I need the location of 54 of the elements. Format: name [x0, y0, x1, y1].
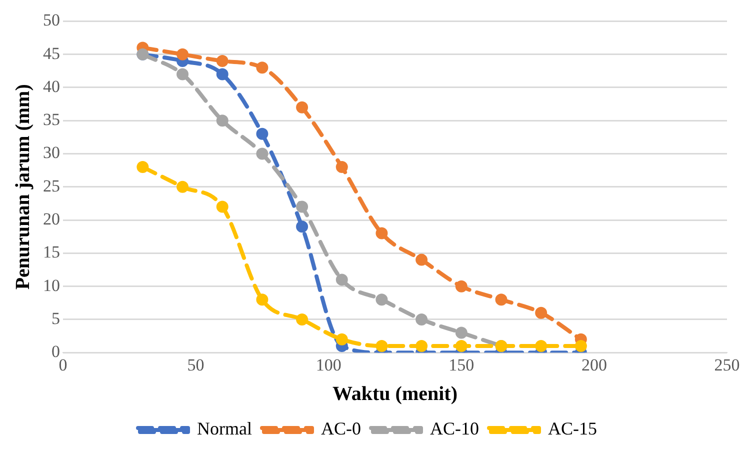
point — [296, 200, 308, 213]
point — [216, 200, 228, 213]
x-tick-label: 100 — [316, 355, 342, 374]
point — [296, 101, 308, 114]
point — [176, 180, 189, 193]
point — [256, 148, 268, 160]
point — [455, 326, 468, 339]
legend-label: Normal — [197, 418, 252, 439]
y-tick-label: 5 — [52, 308, 60, 328]
point — [176, 68, 189, 80]
y-tick-label: 0 — [52, 342, 60, 362]
y-tick-label: 45 — [43, 44, 60, 63]
x-tick-label: 200 — [581, 355, 607, 374]
point — [535, 340, 548, 352]
point — [256, 62, 268, 74]
point — [416, 254, 428, 266]
x-tick-label: 250 — [714, 355, 740, 374]
point — [535, 306, 548, 319]
point — [495, 294, 508, 306]
point — [216, 54, 228, 67]
legend-label: AC-15 — [548, 418, 597, 439]
y-tick-label: 15 — [43, 242, 60, 262]
point — [455, 340, 468, 352]
point — [336, 333, 348, 346]
y-tick-label: 35 — [43, 110, 60, 130]
legend-label: AC-0 — [320, 418, 361, 439]
point — [376, 340, 388, 352]
point — [256, 128, 268, 140]
y-tick-label: 40 — [43, 76, 60, 96]
y-tick-label: 50 — [43, 10, 60, 30]
point — [136, 161, 149, 174]
y-tick-label: 10 — [43, 276, 60, 295]
point — [376, 294, 388, 306]
point — [216, 114, 228, 127]
point — [416, 340, 428, 352]
x-axis-title: Waktu (menit) — [332, 383, 458, 406]
point — [296, 313, 308, 326]
point — [256, 294, 268, 306]
point — [376, 227, 388, 240]
y-tick-label: 30 — [43, 143, 60, 162]
point — [336, 161, 348, 174]
x-tick-label: 150 — [448, 355, 474, 374]
point — [416, 313, 428, 326]
y-tick-label: 25 — [43, 176, 60, 196]
point — [296, 220, 308, 233]
x-tick-label: 50 — [187, 355, 204, 374]
y-axis-title: Penurunan jarum (mm) — [12, 84, 34, 290]
y-tick-label: 20 — [43, 210, 60, 229]
point — [176, 48, 189, 60]
legend-label: AC-10 — [430, 418, 479, 439]
point — [216, 68, 228, 80]
point — [455, 280, 468, 292]
point — [336, 274, 348, 286]
point — [574, 340, 587, 352]
